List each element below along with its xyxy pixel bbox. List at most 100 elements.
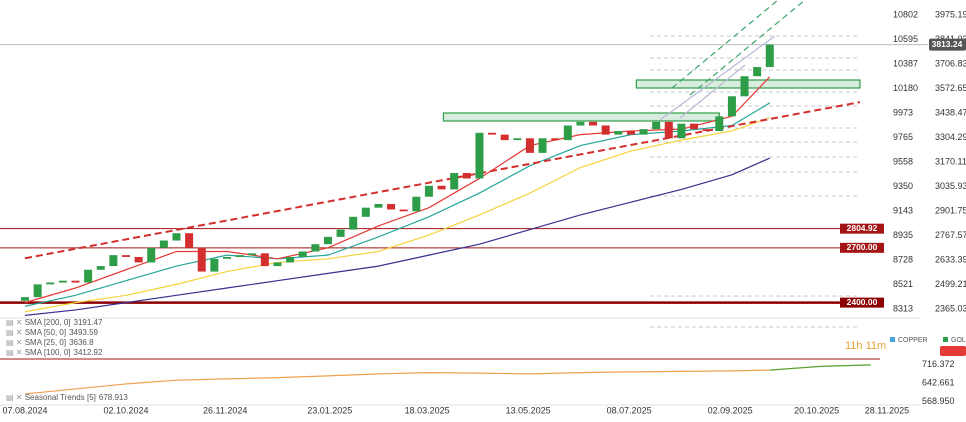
y-tick-label: 3035.93 bbox=[935, 181, 966, 191]
sma-name: SMA [25, 0] bbox=[25, 338, 66, 347]
y-tick-label: 3304.29 bbox=[935, 132, 966, 142]
seasonal-tick-label: 716.372 bbox=[922, 359, 955, 369]
x-tick-label: 20.10.2025 bbox=[794, 405, 839, 415]
candle-body bbox=[21, 297, 29, 301]
level-label: 2400.00 bbox=[847, 297, 878, 307]
sma-value: 3412.92 bbox=[74, 348, 103, 357]
seasonal-name: Seasonal Trends [5] bbox=[25, 393, 96, 402]
candle-body bbox=[500, 134, 509, 141]
front-layer: 3975.193841.033706.833572.653438.473304.… bbox=[2, 9, 966, 415]
y2-tick-label: 8521 bbox=[893, 279, 913, 289]
y2-tick-label: 8728 bbox=[893, 254, 913, 264]
y-tick-label: 2901.75 bbox=[935, 205, 966, 215]
candle-body bbox=[601, 125, 610, 135]
candle-body bbox=[551, 138, 560, 141]
sma-name: SMA [50, 0] bbox=[25, 328, 66, 337]
sma-line bbox=[24, 117, 770, 313]
level-tag bbox=[840, 297, 884, 308]
y2-tick-label: 8935 bbox=[893, 230, 913, 240]
candle-body bbox=[84, 269, 93, 283]
candle-body bbox=[538, 138, 547, 153]
candle-body bbox=[690, 123, 699, 130]
x-tick-label: 26.11.2024 bbox=[203, 405, 247, 415]
y-tick-label: 3706.83 bbox=[935, 58, 966, 68]
candle-body bbox=[677, 123, 686, 139]
y2-tick-label: 9143 bbox=[893, 205, 913, 215]
y-tick-label: 3170.11 bbox=[935, 156, 966, 166]
level-label: 2700.00 bbox=[847, 242, 878, 252]
legend-label: COPPER bbox=[898, 337, 928, 344]
x-tick-label: 07.08.2024 bbox=[2, 405, 47, 415]
level-label: 2804.92 bbox=[847, 223, 878, 233]
y2-tick-label: 10802 bbox=[893, 9, 918, 19]
channel-line bbox=[659, 35, 776, 121]
candle-body bbox=[96, 266, 105, 270]
y2-tick-label: 8313 bbox=[893, 303, 913, 313]
legend-swatch bbox=[943, 337, 948, 342]
sma-value: 3493.59 bbox=[69, 328, 98, 337]
candle-body bbox=[753, 67, 762, 77]
candle-body bbox=[58, 280, 67, 283]
sma-line bbox=[24, 157, 771, 316]
sma-legend-entry: ▤ ✕ SMA [25, 0] 3636.8 bbox=[6, 338, 94, 347]
timer: 11h 11m bbox=[845, 340, 886, 352]
candle-body bbox=[298, 251, 307, 257]
candle-body bbox=[525, 138, 534, 153]
candle-body bbox=[260, 253, 269, 267]
candle-body bbox=[563, 125, 572, 141]
candle-body bbox=[361, 207, 370, 217]
y-tick-label: 2633.39 bbox=[935, 254, 966, 264]
zone bbox=[442, 112, 720, 122]
y-tick-label: 2365.03 bbox=[935, 303, 966, 313]
x-tick-label: 02.10.2024 bbox=[103, 405, 148, 415]
legend-label: GOLD bbox=[951, 337, 966, 344]
candle-body bbox=[349, 216, 358, 230]
candle-body bbox=[715, 116, 724, 131]
channel-line bbox=[689, 0, 806, 96]
channel-line bbox=[679, 64, 746, 119]
seasonal-tick-label: 568.950 bbox=[922, 396, 955, 406]
legend-icon: ▤ ✕ bbox=[6, 328, 25, 337]
candle-body bbox=[664, 121, 673, 139]
y2-tick-label: 9558 bbox=[893, 156, 913, 166]
candle-body bbox=[311, 244, 320, 252]
candle-body bbox=[159, 240, 168, 248]
candle-body bbox=[740, 76, 749, 97]
candle-body bbox=[462, 172, 471, 179]
legend-swatch bbox=[890, 337, 895, 342]
candle-body bbox=[172, 233, 181, 241]
candle-body bbox=[273, 262, 282, 267]
y-tick-label: 3572.65 bbox=[935, 83, 966, 93]
x-tick-label: 13.05.2025 bbox=[506, 405, 551, 415]
x-tick-label: 08.07.2025 bbox=[607, 405, 652, 415]
channel-line bbox=[671, 0, 779, 89]
candle-body bbox=[652, 121, 661, 130]
data-layer bbox=[21, 44, 871, 395]
candle-body bbox=[109, 255, 118, 267]
candle-body bbox=[235, 255, 244, 257]
seasonal-tick-label: 642.661 bbox=[922, 378, 955, 388]
seasonal-forecast-line bbox=[769, 364, 871, 371]
candle-body bbox=[121, 255, 130, 257]
legend-icon: ▤ ✕ bbox=[6, 338, 25, 347]
legend-icon: ▤ ✕ bbox=[6, 348, 25, 357]
x-tick-label: 18.03.2025 bbox=[405, 405, 450, 415]
candle-body bbox=[589, 121, 598, 126]
candle-body bbox=[46, 282, 55, 285]
y-tick-label: 2767.57 bbox=[935, 230, 966, 240]
sma-legend-entry: ▤ ✕ SMA [50, 0] 3493.59 bbox=[6, 328, 99, 337]
candle-body bbox=[424, 185, 433, 197]
candle-body bbox=[488, 132, 497, 135]
sma-legend-entry: ▤ ✕ SMA [100, 0] 3412.92 bbox=[6, 348, 103, 357]
candle-body bbox=[412, 196, 421, 212]
seasonal-legend: ▤ ✕ Seasonal Trends [5] 678.913 bbox=[6, 393, 128, 402]
candle-body bbox=[513, 138, 522, 141]
current-price-tag bbox=[929, 38, 966, 51]
y2-tick-label: 9350 bbox=[893, 181, 913, 191]
level-tag bbox=[840, 242, 884, 253]
candle-body bbox=[437, 185, 446, 190]
y-tick-label: 2499.21 bbox=[935, 279, 966, 289]
x-tick-label: 02.09.2025 bbox=[708, 405, 753, 415]
candle-body bbox=[702, 129, 711, 131]
candle-body bbox=[475, 132, 484, 179]
